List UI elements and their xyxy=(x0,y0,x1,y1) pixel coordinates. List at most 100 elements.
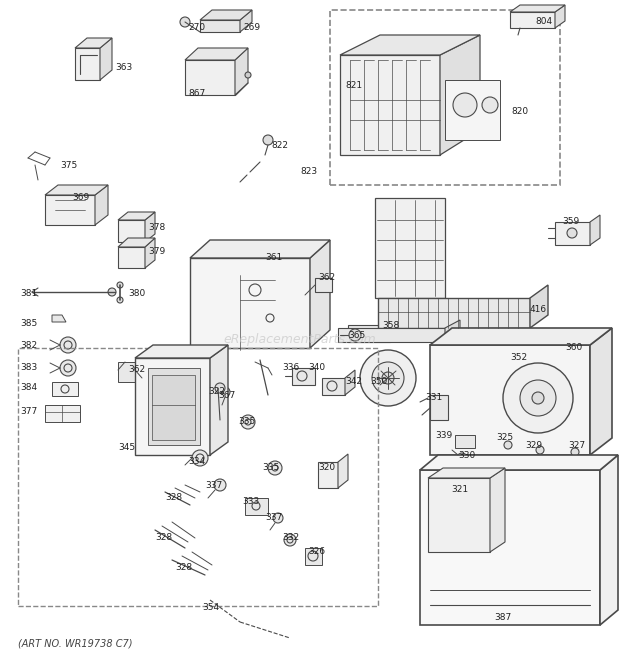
Circle shape xyxy=(284,534,296,546)
Circle shape xyxy=(382,372,394,384)
Polygon shape xyxy=(200,10,252,20)
Polygon shape xyxy=(590,328,612,455)
Polygon shape xyxy=(590,215,600,245)
Text: 822: 822 xyxy=(271,141,288,149)
Polygon shape xyxy=(75,38,112,48)
Circle shape xyxy=(503,363,573,433)
Circle shape xyxy=(273,513,283,523)
Polygon shape xyxy=(555,5,565,28)
Text: 821: 821 xyxy=(345,81,362,89)
Polygon shape xyxy=(530,285,548,328)
Polygon shape xyxy=(375,198,445,298)
Circle shape xyxy=(241,415,255,429)
Polygon shape xyxy=(490,468,505,552)
Polygon shape xyxy=(118,247,145,268)
Circle shape xyxy=(567,228,577,238)
Polygon shape xyxy=(445,320,460,342)
Polygon shape xyxy=(52,315,66,322)
Polygon shape xyxy=(455,435,475,448)
Text: 416: 416 xyxy=(530,305,547,315)
Polygon shape xyxy=(338,328,445,342)
Text: 378: 378 xyxy=(148,223,166,233)
Text: 330: 330 xyxy=(458,451,476,459)
Polygon shape xyxy=(190,240,330,258)
Polygon shape xyxy=(428,468,505,478)
Text: 331: 331 xyxy=(425,393,442,403)
Circle shape xyxy=(108,288,116,296)
Polygon shape xyxy=(118,220,145,242)
Text: eReplacementParts.com: eReplacementParts.com xyxy=(224,334,376,346)
Text: 328: 328 xyxy=(165,494,182,502)
Polygon shape xyxy=(52,382,78,396)
Polygon shape xyxy=(100,38,112,80)
Polygon shape xyxy=(315,278,332,292)
Polygon shape xyxy=(292,368,315,385)
Text: 379: 379 xyxy=(148,247,166,256)
Text: 327: 327 xyxy=(568,440,585,449)
Circle shape xyxy=(571,448,579,456)
Polygon shape xyxy=(430,328,612,345)
Text: 383: 383 xyxy=(20,362,37,371)
Text: 380: 380 xyxy=(128,288,145,297)
Polygon shape xyxy=(152,375,195,440)
Text: 382: 382 xyxy=(20,340,37,350)
Circle shape xyxy=(117,297,123,303)
Text: 363: 363 xyxy=(115,63,132,73)
Text: 367: 367 xyxy=(218,391,235,399)
Polygon shape xyxy=(240,10,252,32)
Text: 384: 384 xyxy=(20,383,37,393)
Text: (ART NO. WR19738 C7): (ART NO. WR19738 C7) xyxy=(18,638,133,648)
Circle shape xyxy=(263,135,273,145)
Polygon shape xyxy=(322,378,345,395)
Text: 345: 345 xyxy=(118,444,135,453)
Text: 332: 332 xyxy=(282,533,299,543)
Polygon shape xyxy=(348,325,390,342)
Polygon shape xyxy=(338,454,348,488)
Text: 333: 333 xyxy=(242,498,259,506)
Circle shape xyxy=(532,392,544,404)
Polygon shape xyxy=(310,240,330,348)
Circle shape xyxy=(220,387,230,397)
Text: 335: 335 xyxy=(262,463,279,473)
Polygon shape xyxy=(95,185,108,225)
Circle shape xyxy=(60,337,76,353)
Text: 321: 321 xyxy=(451,485,468,494)
Circle shape xyxy=(215,383,225,393)
Polygon shape xyxy=(185,48,248,60)
Circle shape xyxy=(457,453,467,463)
Circle shape xyxy=(360,350,416,406)
Text: 329: 329 xyxy=(525,440,542,449)
Text: 352: 352 xyxy=(510,354,527,362)
Text: 358: 358 xyxy=(382,321,399,329)
Polygon shape xyxy=(45,195,95,225)
Text: 365: 365 xyxy=(348,330,365,340)
Polygon shape xyxy=(148,368,200,445)
Polygon shape xyxy=(420,470,600,625)
Text: 362: 362 xyxy=(128,366,145,375)
Text: 340: 340 xyxy=(308,364,325,373)
Circle shape xyxy=(117,282,123,288)
Polygon shape xyxy=(200,20,240,32)
Polygon shape xyxy=(420,455,618,470)
Text: 322: 322 xyxy=(208,387,225,397)
Text: 359: 359 xyxy=(562,217,579,227)
Polygon shape xyxy=(118,238,155,247)
Polygon shape xyxy=(340,55,440,155)
Circle shape xyxy=(192,450,208,466)
Circle shape xyxy=(520,380,556,416)
Polygon shape xyxy=(118,212,155,220)
Circle shape xyxy=(504,441,512,449)
Bar xyxy=(18,348,378,606)
Polygon shape xyxy=(45,185,108,195)
Polygon shape xyxy=(378,298,530,328)
Polygon shape xyxy=(445,80,500,140)
Text: 387: 387 xyxy=(494,613,512,623)
Text: 326: 326 xyxy=(308,547,325,557)
Circle shape xyxy=(482,97,498,113)
Polygon shape xyxy=(210,345,228,455)
Text: 337: 337 xyxy=(205,481,222,490)
Text: 339: 339 xyxy=(435,430,452,440)
Polygon shape xyxy=(305,548,322,565)
Polygon shape xyxy=(75,48,100,80)
Polygon shape xyxy=(185,60,235,95)
